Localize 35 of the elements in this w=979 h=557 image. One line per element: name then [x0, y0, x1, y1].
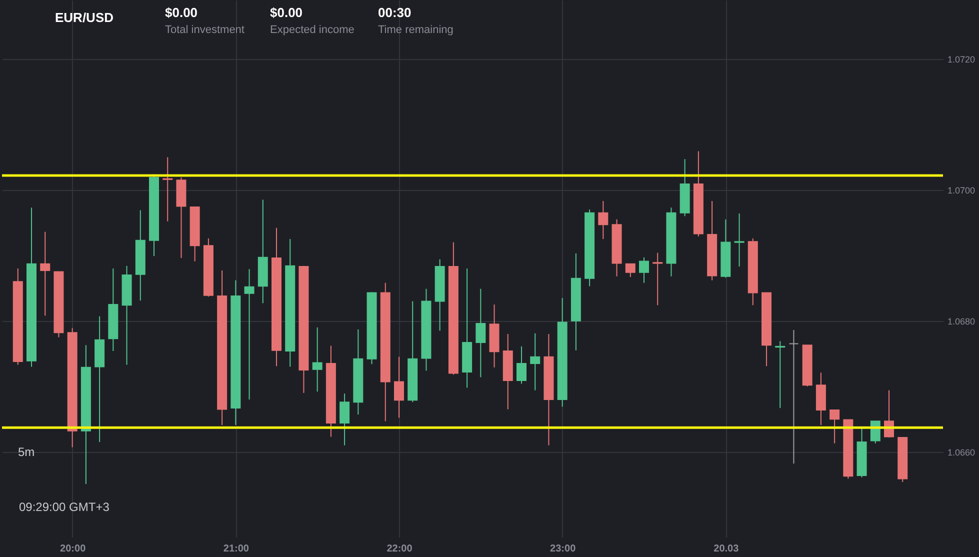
candlestick	[652, 252, 663, 306]
text: EUR/USD	[55, 10, 114, 25]
candlestick	[516, 346, 526, 384]
x-tick-label: 22:00	[386, 544, 413, 554]
y-tick-label: 1.0660	[948, 447, 976, 458]
candlestick	[625, 263, 636, 278]
candlestick	[394, 356, 404, 418]
candlestick	[40, 231, 50, 316]
x-tick-label: 21:00	[223, 544, 250, 554]
candlestick	[162, 156, 173, 222]
candlestick	[788, 330, 799, 464]
annotation: Total investment	[165, 24, 244, 36]
candlestick	[530, 332, 540, 391]
candlestick	[830, 409, 840, 444]
annotation: 5m	[18, 445, 35, 459]
y-tick-label: 1.0680	[948, 316, 976, 326]
x-tick-label: 20:00	[60, 544, 86, 554]
candlestick	[312, 326, 322, 392]
candlestick	[244, 268, 254, 400]
y-tick-label: 1.0720	[948, 54, 976, 64]
annotation: 09:29:00 GMT+3	[19, 500, 110, 514]
annotation: $0.00	[165, 5, 198, 20]
candlestick	[340, 393, 350, 446]
annotation: Time remaining	[378, 24, 454, 36]
annotation: 00:30	[378, 5, 412, 20]
candlestick	[734, 212, 744, 268]
candlestick	[639, 256, 649, 284]
candlestick	[598, 200, 608, 240]
annotation: $0.00	[270, 5, 303, 20]
candlestick	[775, 340, 786, 408]
x-tick-label: 23:00	[550, 544, 576, 554]
candlestick	[476, 288, 486, 378]
y-tick-label: 1.0700	[948, 185, 976, 196]
x-tick-label: 20.03	[714, 544, 740, 554]
annotation: Expected income	[270, 24, 354, 36]
